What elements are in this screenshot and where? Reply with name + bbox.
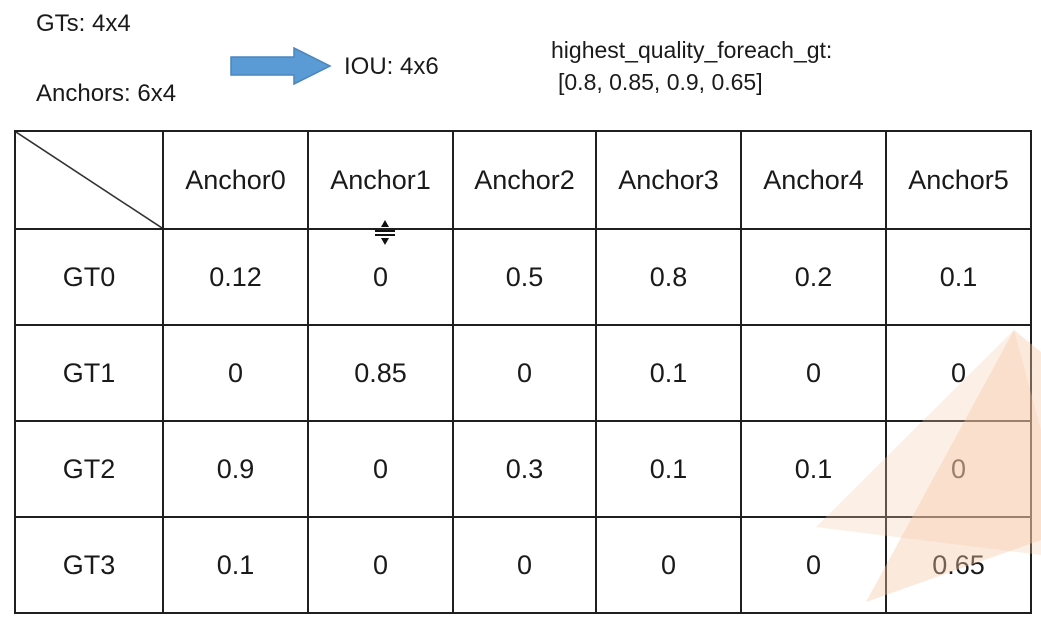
iou-cell-highlighted: 0.65 — [885, 516, 1032, 614]
highest-quality-values: [0.8, 0.85, 0.9, 0.65] — [558, 69, 763, 95]
iou-cell: 0 — [885, 420, 1032, 518]
iou-cell: 0.12 — [162, 228, 309, 326]
anchors-shape-label: Anchors: 6x4 — [36, 80, 177, 107]
column-header-anchor: Anchor4 — [740, 130, 887, 230]
table-row: GT2 0.9 0 0.3 0.1 0.1 0 — [14, 420, 1032, 518]
iou-table: Anchor0 Anchor1 Anchor2 Anchor3 Anchor4 … — [14, 130, 1032, 614]
iou-cell: 0 — [307, 516, 454, 614]
row-header-gt: GT2 — [14, 420, 164, 518]
iou-table-header: Anchor0 Anchor1 Anchor2 Anchor3 Anchor4 … — [14, 130, 1032, 230]
row-header-gt: GT3 — [14, 516, 164, 614]
corner-cell — [14, 130, 164, 230]
right-arrow-icon — [230, 46, 332, 86]
iou-cell: 0 — [740, 324, 887, 422]
iou-cell: 0 — [162, 324, 309, 422]
column-header-anchor: Anchor2 — [452, 130, 597, 230]
highest-quality-title: highest_quality_foreach_gt: — [551, 37, 833, 63]
row-header-gt: GT0 — [14, 228, 164, 326]
row-resize-cursor-icon — [372, 218, 398, 246]
iou-cell: 0.5 — [452, 228, 597, 326]
iou-cell: 0 — [885, 324, 1032, 422]
iou-cell: 0 — [595, 516, 742, 614]
table-row: GT0 0.12 0 0.5 0.8 0.2 0.1 — [14, 228, 1032, 326]
column-header-anchor: Anchor5 — [885, 130, 1032, 230]
iou-table-body: GT0 0.12 0 0.5 0.8 0.2 0.1 GT1 0 0.85 0 0.1 0 0 GT2 0.9… — [14, 228, 1032, 614]
iou-cell: 0.1 — [595, 420, 742, 518]
iou-cell: 0.1 — [162, 516, 309, 614]
iou-cell: 0 — [740, 516, 887, 614]
iou-cell: 0.1 — [885, 228, 1032, 326]
gts-shape-label: GTs: 4x4 — [36, 10, 131, 37]
column-header-anchor: Anchor0 — [162, 130, 309, 230]
diagonal-line — [16, 132, 162, 228]
iou-cell-highlighted: 0.9 — [162, 420, 309, 518]
iou-cell-highlighted: 0.8 — [595, 228, 742, 326]
header-row: Anchor0 Anchor1 Anchor2 Anchor3 Anchor4 … — [14, 130, 1032, 230]
iou-cell: 0.2 — [740, 228, 887, 326]
iou-cell: 0 — [452, 324, 597, 422]
column-header-anchor: Anchor3 — [595, 130, 742, 230]
table-row: GT3 0.1 0 0 0 0 0.65 — [14, 516, 1032, 614]
iou-cell: 0.1 — [595, 324, 742, 422]
column-header-anchor: Anchor1 — [307, 130, 454, 230]
iou-cell-highlighted: 0.85 — [307, 324, 454, 422]
iou-cell: 0 — [452, 516, 597, 614]
table-row: GT1 0 0.85 0 0.1 0 0 — [14, 324, 1032, 422]
iou-cell: 0.1 — [740, 420, 887, 518]
iou-shape-label: IOU: 4x6 — [344, 53, 439, 80]
iou-cell: 0.3 — [452, 420, 597, 518]
iou-cell: 0 — [307, 420, 454, 518]
row-header-gt: GT1 — [14, 324, 164, 422]
iou-cell: 0 — [307, 228, 454, 326]
